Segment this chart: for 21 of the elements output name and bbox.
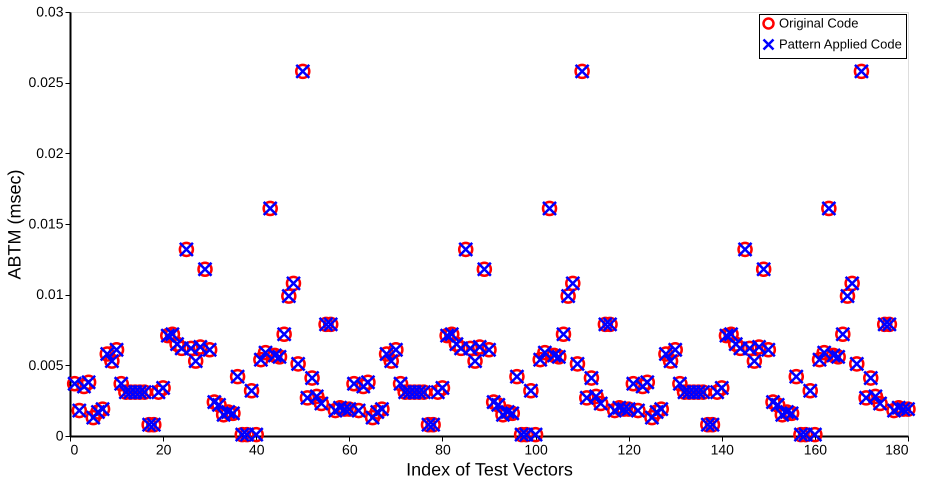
legend-label: Original Code [779, 16, 858, 30]
x-tick-label: 120 [617, 442, 642, 458]
x-tick-label: 160 [804, 442, 828, 458]
legend-label: Pattern Applied Code [779, 36, 902, 52]
y-axis-title: ABTM (msec) [4, 170, 24, 280]
x-tick-label: 80 [435, 442, 451, 458]
y-tick-label: 0.01 [36, 286, 64, 302]
x-tick-label: 20 [156, 442, 172, 458]
x-tick-label: 180 [885, 442, 909, 458]
x-tick-label: 0 [70, 442, 78, 458]
x-tick-label: 40 [248, 442, 265, 458]
y-tick-label: 0.005 [28, 356, 64, 373]
y-tick-label: 0 [56, 428, 64, 444]
x-tick-label: 140 [710, 442, 734, 458]
x-tick-label: 60 [342, 442, 358, 458]
y-tick-label: 0.02 [36, 144, 64, 161]
x-axis-title: Index of Test Vectors [406, 460, 573, 480]
y-tick-label: 0.015 [28, 216, 64, 232]
y-tick-label: 0.03 [36, 4, 64, 20]
x-tick-label: 100 [524, 442, 548, 458]
y-tick-label: 0.025 [28, 74, 64, 90]
